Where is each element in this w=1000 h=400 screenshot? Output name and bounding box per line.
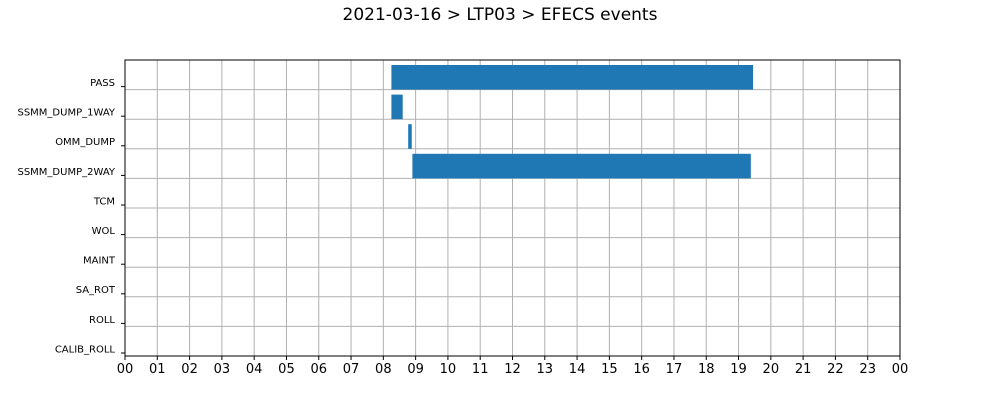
x-tick-label: 01 (149, 362, 166, 377)
x-tick-label: 18 (698, 362, 715, 377)
x-tick-label: 02 (181, 362, 198, 377)
x-tick-label: 08 (375, 362, 392, 377)
y-tick-label: TCM (93, 196, 115, 207)
x-tick-label: 00 (892, 362, 909, 377)
x-tick-label: 20 (763, 362, 780, 377)
x-tick-label: 09 (407, 362, 424, 377)
x-tick-label: 00 (117, 362, 134, 377)
x-tick-label: 15 (601, 362, 618, 377)
y-tick-label: PASS (90, 78, 115, 89)
x-tick-label: 14 (569, 362, 586, 377)
event-bar-pass (391, 65, 754, 90)
x-tick-label: 11 (472, 362, 489, 377)
y-tick-label: WOL (92, 226, 116, 237)
x-tick-label: 13 (537, 362, 554, 377)
chart-title: 2021-03-16 > LTP03 > EFECS events (342, 5, 658, 25)
y-tick-label: MAINT (83, 256, 116, 267)
y-tick-label: OMM_DUMP (55, 137, 115, 148)
x-tick-label: 05 (278, 362, 295, 377)
x-tick-label: 23 (859, 362, 876, 377)
y-tick-label: SA_ROT (76, 285, 116, 296)
x-tick-label: 06 (310, 362, 327, 377)
x-tick-label: 03 (214, 362, 231, 377)
x-tick-label: 19 (730, 362, 747, 377)
x-tick-label: 07 (343, 362, 360, 377)
x-tick-label: 22 (827, 362, 844, 377)
y-tick-label: ROLL (89, 315, 115, 326)
event-bar-ssmm-dump-2way (412, 153, 751, 179)
y-tick-label: SSMM_DUMP_2WAY (17, 167, 115, 178)
x-tick-label: 04 (246, 362, 263, 377)
x-tick-label: 10 (440, 362, 457, 377)
y-tick-label: CALIB_ROLL (55, 344, 116, 355)
x-tick-label: 12 (504, 362, 521, 377)
x-tick-label: 21 (795, 362, 812, 377)
event-bar-ssmm-dump-1way (391, 94, 403, 120)
y-tick-label: SSMM_DUMP_1WAY (17, 108, 115, 119)
x-tick-label: 16 (633, 362, 650, 377)
x-tick-label: 17 (666, 362, 683, 377)
event-bar-omm-dump (408, 124, 412, 149)
